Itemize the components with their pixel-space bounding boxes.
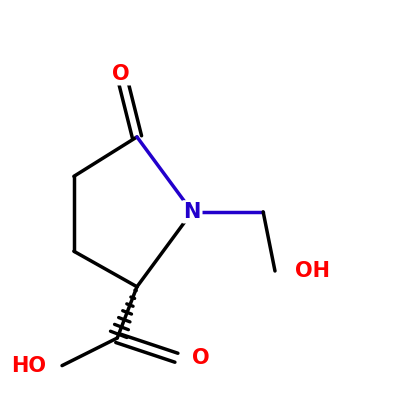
Text: N: N bbox=[184, 202, 201, 222]
Text: OH: OH bbox=[295, 261, 330, 281]
Text: O: O bbox=[112, 64, 130, 84]
Text: O: O bbox=[192, 348, 210, 368]
Text: HO: HO bbox=[11, 356, 46, 376]
